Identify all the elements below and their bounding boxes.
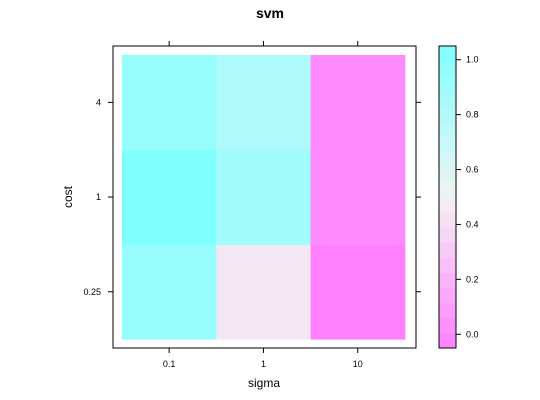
colorbar-band <box>439 197 456 213</box>
x-tick-label: 0.1 <box>163 359 176 369</box>
colorbar-tick-label: 0.4 <box>466 219 479 229</box>
colorbar-tick-label: 1.0 <box>466 55 479 65</box>
colorbar-band <box>439 287 456 304</box>
colorbar-band <box>439 121 456 138</box>
colorbar-band <box>439 317 456 334</box>
heatmap-cell <box>310 149 406 245</box>
y-tick-label: 1 <box>96 192 101 202</box>
heatmap-cell <box>216 55 312 151</box>
heatmap-cell <box>216 149 312 245</box>
y-tick-label: 4 <box>96 97 101 107</box>
colorbar-band <box>439 91 456 107</box>
colorbar-band <box>439 181 456 198</box>
colorbar-band <box>439 151 456 168</box>
axes: 0.1 1 10 0.25 1 4 <box>83 41 421 369</box>
heatmap-cell <box>310 244 406 340</box>
colorbar-band <box>439 106 456 122</box>
colorbar-ticks: 0.0 0.2 0.4 0.6 0.8 1.0 <box>456 55 479 339</box>
colorbar-band <box>439 76 456 92</box>
colorbar-tick-label: 0.2 <box>466 274 479 284</box>
heatmap-cell <box>122 55 217 151</box>
x-tick-label: 10 <box>353 359 363 369</box>
y-tick-label: 0.25 <box>83 287 101 297</box>
colorbar-band <box>439 227 456 243</box>
colorbar-band <box>439 272 456 289</box>
colorbar-band <box>439 242 456 258</box>
colorbar-tick-label: 0.8 <box>466 110 479 120</box>
heatmap-cells <box>122 55 406 340</box>
colorbar-frame <box>438 45 457 349</box>
colorbar-tick-label: 0.0 <box>466 329 479 339</box>
colorbar-band <box>439 212 456 228</box>
y-axis-title: cost <box>61 185 75 208</box>
x-axis-title: sigma <box>248 376 280 390</box>
colorbar-band <box>439 166 456 183</box>
heatmap-cell <box>216 244 312 340</box>
colorbar-band <box>439 257 456 273</box>
colorbar-band <box>439 136 456 153</box>
colorbar-tick-label: 0.6 <box>466 165 479 175</box>
chart-title: svm <box>256 5 284 21</box>
heatmap-cell <box>122 244 217 340</box>
colorbar <box>439 46 456 349</box>
heatmap-cell <box>122 149 217 245</box>
colorbar-band <box>439 332 456 349</box>
heatmap-cell <box>310 55 406 151</box>
x-tick-label: 1 <box>261 359 266 369</box>
colorbar-band <box>439 61 456 77</box>
colorbar-band <box>439 46 456 62</box>
colorbar-band <box>439 302 456 319</box>
